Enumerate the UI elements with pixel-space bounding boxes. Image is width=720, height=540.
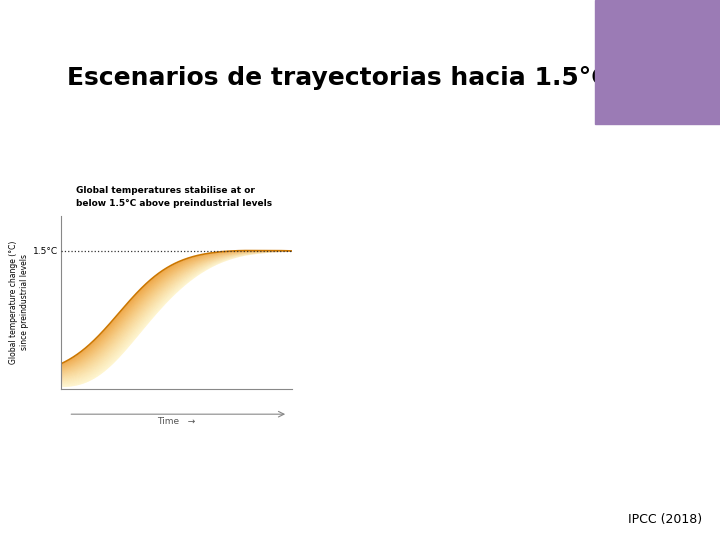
Y-axis label: Global temperature change (°C)
since preindustrial levels: Global temperature change (°C) since pre… (9, 241, 29, 364)
Text: IPCC (2018): IPCC (2018) (628, 514, 702, 526)
Text: Time   →: Time → (157, 417, 196, 426)
Text: Escenarios de trayectorias hacia 1.5°C: Escenarios de trayectorias hacia 1.5°C (67, 66, 610, 90)
Text: Global temperatures stabilise at or
below 1.5°C above preindustrial levels: Global temperatures stabilise at or belo… (76, 186, 271, 208)
